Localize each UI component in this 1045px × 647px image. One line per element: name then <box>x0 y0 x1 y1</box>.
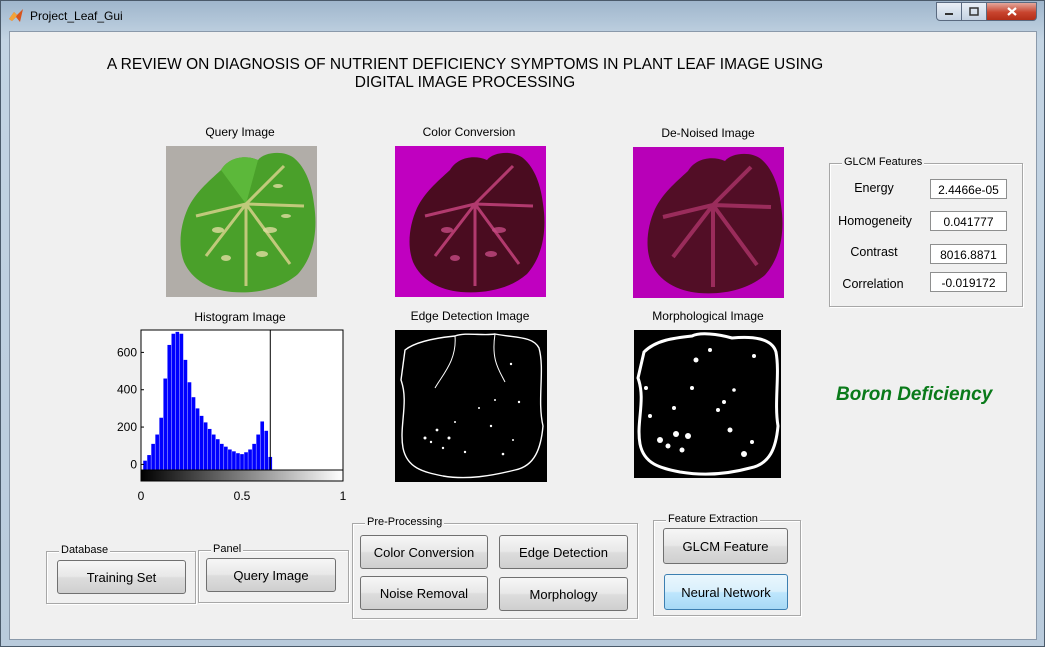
close-button[interactable] <box>986 2 1037 21</box>
correlation-value[interactable]: -0.019172 <box>930 272 1007 292</box>
histogram-bar <box>151 443 155 470</box>
title-bar[interactable]: Project_Leaf_Gui <box>1 1 1045 31</box>
histogram-bar <box>228 449 232 470</box>
morphological-image <box>634 330 781 478</box>
histogram-bar <box>248 449 252 470</box>
histogram-bar <box>256 434 260 470</box>
edge-detection-label: Edge Detection Image <box>410 309 530 323</box>
histogram-bar <box>175 331 180 470</box>
histogram-bar <box>260 421 265 470</box>
histogram-bar <box>215 439 220 470</box>
histogram-bar <box>147 455 151 470</box>
histogram-bar <box>264 430 269 470</box>
correlation-label: Correlation <box>842 277 904 291</box>
histogram-bar <box>203 422 208 470</box>
title-line-1: A REVIEW ON DIAGNOSIS OF NUTRIENT DEFICI… <box>106 56 824 73</box>
color-conversion-button[interactable]: Color Conversion <box>360 535 488 569</box>
histogram-bar <box>244 452 248 470</box>
panel-title: Panel <box>211 543 244 555</box>
histogram-bar <box>219 443 224 470</box>
window-title: Project_Leaf_Gui <box>30 9 123 23</box>
training-set-button[interactable]: Training Set <box>57 560 186 594</box>
preprocessing-group: Pre-Processing Color Conversion Edge Det… <box>352 516 638 619</box>
histogram-bar <box>252 443 256 470</box>
histogram-bar <box>187 382 192 470</box>
histogram-bar <box>199 415 204 470</box>
diagnosis-result: Boron Deficiency <box>836 384 993 405</box>
preprocessing-title: Pre-Processing <box>365 516 445 528</box>
homogeneity-value[interactable]: 0.041777 <box>930 211 1007 231</box>
histogram-bar <box>155 434 159 470</box>
histogram-bar <box>195 408 200 470</box>
morphology-button[interactable]: Morphology <box>499 577 628 611</box>
neural-network-button[interactable]: Neural Network <box>664 574 788 610</box>
x-tick-label: 0 <box>138 489 145 503</box>
histogram-bar <box>207 428 212 470</box>
histogram-plot-area <box>140 329 344 471</box>
x-tick-label: 1 <box>340 489 347 503</box>
histogram-bar <box>224 446 228 470</box>
grayscale-colorbar <box>140 469 344 482</box>
feature-extraction-group: Feature Extraction GLCM Feature Neural N… <box>653 513 801 616</box>
histogram-bar <box>143 460 147 470</box>
x-tick-label: 0.5 <box>234 489 251 503</box>
histogram-bar <box>183 359 188 470</box>
maximize-button[interactable] <box>961 2 987 21</box>
histogram-chart: 0 200 400 600 0 0.5 1 <box>117 329 347 503</box>
page-title: A REVIEW ON DIAGNOSIS OF NUTRIENT DEFICI… <box>70 56 860 92</box>
database-title: Database <box>59 544 111 556</box>
glcm-features-group: GLCM Features Energy 2.4466e-05 Homogene… <box>829 156 1023 307</box>
denoised-image-label: De-Noised Image <box>661 126 755 140</box>
denoised-image <box>633 147 784 298</box>
query-image-label: Query Image <box>205 125 275 139</box>
homogeneity-label: Homogeneity <box>838 214 912 228</box>
histogram-bar <box>240 454 244 470</box>
y-tick-label: 600 <box>117 345 137 359</box>
histogram-bar <box>179 333 184 470</box>
glcm-feature-button[interactable]: GLCM Feature <box>663 528 788 564</box>
maximize-icon <box>969 7 979 16</box>
morphological-label: Morphological Image <box>652 309 764 323</box>
histogram-bar <box>159 417 164 470</box>
minimize-button[interactable] <box>936 2 962 21</box>
query-image-button[interactable]: Query Image <box>206 558 336 592</box>
noise-removal-button[interactable]: Noise Removal <box>360 576 488 610</box>
histogram-bar <box>232 451 236 470</box>
edge-detection-button[interactable]: Edge Detection <box>499 535 628 569</box>
edge-detection-image <box>395 330 547 482</box>
color-conversion-image <box>395 146 546 297</box>
title-line-2: DIGITAL IMAGE PROCESSING <box>354 74 576 91</box>
panel-group: Panel Query Image <box>198 543 349 603</box>
figure-client-area: A REVIEW ON DIAGNOSIS OF NUTRIENT DEFICI… <box>9 31 1037 640</box>
contrast-value[interactable]: 8016.8871 <box>930 244 1007 264</box>
histogram-bar <box>171 333 176 470</box>
histogram-bar <box>236 453 240 470</box>
color-conversion-label: Color Conversion <box>422 125 516 139</box>
energy-value[interactable]: 2.4466e-05 <box>930 179 1007 199</box>
histogram-bar <box>211 434 216 470</box>
minimize-icon <box>945 12 953 15</box>
energy-label: Energy <box>854 181 894 195</box>
glcm-features-title: GLCM Features <box>842 156 925 168</box>
y-tick-label: 0 <box>130 457 137 471</box>
histogram-label: Histogram Image <box>194 310 286 324</box>
histogram-bar <box>191 397 196 470</box>
y-tick-label: 200 <box>117 420 137 434</box>
histogram-bar <box>163 378 168 470</box>
feature-extraction-title: Feature Extraction <box>666 513 760 525</box>
matlab-icon <box>9 9 23 22</box>
database-group: Database Training Set <box>46 544 196 604</box>
query-image <box>166 146 317 297</box>
contrast-label: Contrast <box>850 245 898 259</box>
y-tick-label: 400 <box>117 383 137 397</box>
histogram-bar <box>167 344 172 470</box>
close-icon <box>1006 7 1017 16</box>
